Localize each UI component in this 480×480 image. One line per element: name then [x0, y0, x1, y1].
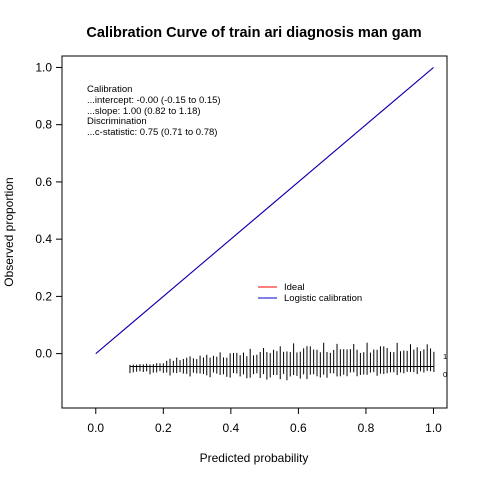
- series-lines: [95, 67, 434, 355]
- y-tick-label: 0.8: [35, 118, 52, 132]
- x-axis-label: Predicted probability: [200, 451, 309, 465]
- y-tick-label: 0.6: [35, 175, 52, 189]
- stats-c-statistic: ...c-statistic: 0.75 (0.71 to 0.78): [87, 127, 217, 138]
- series-line-logistic-calibration: [95, 67, 434, 355]
- x-axis: 0.0 0.2 0.4 0.6 0.8 1.0: [87, 408, 442, 435]
- spike-label-events: 1: [443, 352, 447, 361]
- stats-calibration-header: Calibration: [87, 84, 132, 95]
- x-tick-label: 0.2: [155, 421, 172, 435]
- y-tick-label: 0.0: [35, 347, 52, 361]
- x-tick-label: 0.6: [290, 421, 307, 435]
- y-tick-label: 1.0: [35, 60, 52, 74]
- legend-label-ideal: Ideal: [284, 282, 305, 293]
- y-axis-label: Observed proportion: [2, 177, 16, 286]
- x-tick-label: 0.8: [358, 421, 375, 435]
- y-axis: 0.0 0.2 0.4 0.6 0.8 1.0: [35, 60, 62, 361]
- stats-annotation: Calibration ...intercept: -0.00 (-0.15 t…: [87, 84, 221, 138]
- plot-frame: [61, 55, 448, 409]
- x-tick-label: 0.4: [223, 421, 240, 435]
- spike-histogram: [129, 342, 435, 381]
- legend-label-logistic: Logistic calibration: [284, 293, 362, 304]
- spike-label-nonevents: 0: [443, 370, 447, 379]
- y-tick-label: 0.4: [35, 232, 52, 246]
- x-tick-label: 1.0: [425, 421, 442, 435]
- chart-title: Calibration Curve of train ari diagnosis…: [86, 25, 421, 41]
- stats-slope: ...slope: 1.00 (0.82 to 1.18): [87, 106, 201, 117]
- y-tick-label: 0.2: [35, 289, 52, 303]
- x-tick-label: 0.0: [87, 421, 104, 435]
- stats-intercept: ...intercept: -0.00 (-0.15 to 0.15): [87, 95, 221, 106]
- legend: Ideal Logistic calibration: [258, 282, 362, 304]
- stats-discrimination-header: Discrimination: [87, 116, 147, 127]
